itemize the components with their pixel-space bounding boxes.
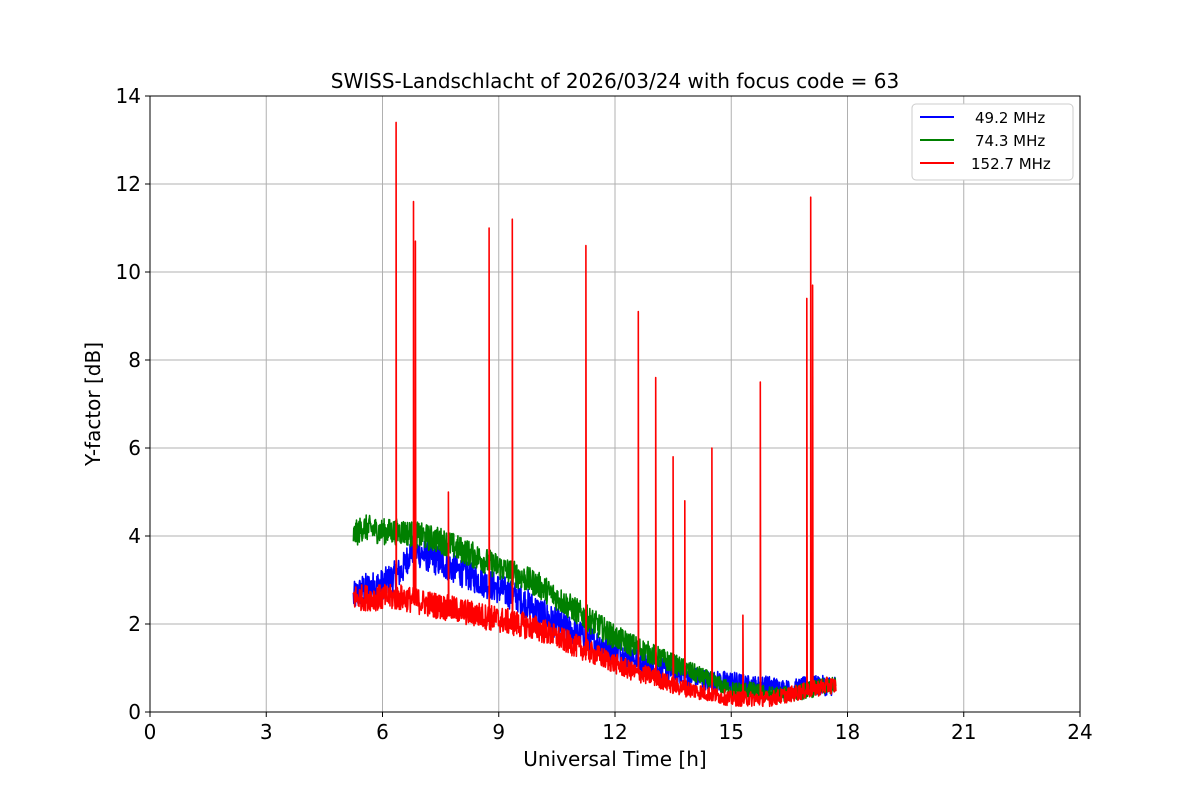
y-tick-label: 12	[116, 172, 141, 196]
legend-box	[911, 103, 1074, 181]
x-tick-label: 15	[719, 720, 744, 744]
x-tick-label: 21	[951, 720, 976, 744]
x-tick-label: 18	[835, 720, 860, 744]
y-tick-label: 4	[128, 524, 141, 548]
series-layer	[352, 121, 837, 708]
y-axis-label: Y-factor [dB]	[81, 342, 105, 467]
y-tick-label: 6	[128, 436, 141, 460]
y-tick-label: 14	[116, 84, 141, 108]
legend-label-74-3: 74.3 MHz	[975, 132, 1045, 150]
y-tick-label: 10	[116, 260, 141, 284]
legend: 49.2 MHz 74.3 MHz 152.7 MHz	[911, 103, 1074, 181]
legend-label-49-2: 49.2 MHz	[975, 109, 1045, 127]
series-74-3-MHz	[352, 514, 837, 703]
x-tick-label: 6	[376, 720, 389, 744]
x-tick-label: 0	[144, 720, 157, 744]
y-tick-label: 2	[128, 612, 141, 636]
series-152-7-MHz	[352, 121, 837, 708]
x-tick-label: 24	[1067, 720, 1092, 744]
legend-label-152-7: 152.7 MHz	[971, 155, 1051, 173]
y-tick-label: 0	[128, 700, 141, 724]
x-axis-label: Universal Time [h]	[523, 747, 706, 771]
x-tick-label: 3	[260, 720, 273, 744]
y-tick-label: 8	[128, 348, 141, 372]
x-tick-label: 12	[602, 720, 627, 744]
series-line	[352, 514, 837, 703]
x-tick-label: 9	[492, 720, 505, 744]
chart-title: SWISS-Landschlacht of 2026/03/24 with fo…	[331, 69, 899, 93]
series-line	[352, 121, 837, 708]
